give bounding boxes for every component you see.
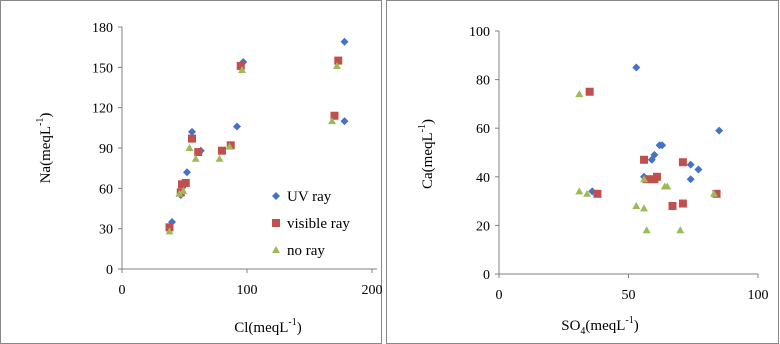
y-tick-label: 0 [483,268,490,283]
point-visible-ray [712,189,721,198]
left-y-axis-label: Na(meqL-1) [35,113,54,184]
point-visible-ray [593,189,602,198]
point-no-ray [215,154,224,162]
point-uv-ray [188,127,196,136]
y-tick-label: 100 [469,25,490,40]
point-no-ray [328,117,336,125]
legend-label-no-ray: no ray [287,243,325,259]
point-visible-ray [678,158,687,167]
point-visible-ray [642,175,651,184]
point-visible-ray [236,61,245,70]
point-visible-ray [678,199,687,208]
right-points [575,63,724,234]
y-tick-label: 150 [92,61,113,76]
legend-marker-uv-ray [272,192,280,200]
left-panel-frame [0,0,382,344]
left-x-ticks: 0 100 200 [119,269,383,298]
right-x-ticks: 0 50 100 [496,274,769,303]
legend: UV ray visible ray no ray [272,189,350,259]
right-chart: 0 20 40 60 80 100 0 50 100 SO4(meqL-1) Ca(meqL-… [417,25,769,337]
point-no-ray [179,187,188,195]
y-tick-label: 90 [99,142,113,157]
point-no-ray [709,189,718,197]
y-tick-label: 20 [476,219,490,234]
point-no-ray [663,182,672,190]
point-uv-ray [686,160,695,169]
point-uv-ray [340,117,349,126]
point-uv-ray [183,168,191,177]
point-uv-ray [647,155,656,164]
point-no-ray [575,187,584,195]
point-no-ray [225,142,234,150]
y-tick-label: 60 [476,122,490,137]
point-no-ray [632,201,641,209]
x-tick-label: 200 [362,283,383,298]
point-visible-ray [218,146,226,155]
point-uv-ray [239,57,248,66]
left-y-ticks: 0 30 60 90 120 150 180 [92,21,122,278]
point-uv-ray [632,63,641,72]
point-visible-ray [165,223,174,232]
y-tick-label: 0 [106,263,113,278]
y-tick-label: 180 [92,21,113,36]
x-tick-label: 100 [237,283,258,298]
left-points [165,37,349,235]
point-no-ray [238,66,246,74]
point-no-ray [640,204,649,212]
y-tick-label: 60 [99,182,113,197]
point-no-ray [333,61,341,69]
point-visible-ray [640,155,649,164]
right-panel-frame [386,0,779,344]
point-uv-ray [233,122,241,131]
point-no-ray [191,154,200,162]
right-x-axis-label: SO4(meqL-1) [561,315,639,337]
legend-label-visible-ray: visible ray [287,216,350,232]
point-visible-ray [585,87,594,96]
y-tick-label: 80 [476,74,490,89]
point-no-ray [575,90,584,98]
point-uv-ray [686,175,695,184]
y-tick-label: 120 [92,102,113,117]
legend-item-visible-ray: visible ray [272,216,350,232]
point-visible-ray [188,134,196,143]
left-x-axis-label: Cl(meqL-1) [234,317,302,336]
legend-marker-no-ray [272,246,280,253]
point-visible-ray [334,56,343,65]
legend-label-uv-ray: UV ray [287,189,332,205]
point-visible-ray [330,111,339,120]
left-chart: 0 30 60 90 120 150 180 0 100 200 Cl(meqL-1) Na(m… [35,21,383,336]
point-visible-ray [668,201,677,210]
point-uv-ray [658,141,667,150]
point-uv-ray [715,126,724,135]
point-visible-ray [181,178,190,187]
point-no-ray [640,175,649,183]
point-no-ray [642,226,651,234]
point-no-ray [175,189,184,197]
x-tick-label: 50 [622,288,636,303]
legend-item-uv-ray: UV ray [272,189,332,205]
point-uv-ray [340,37,349,46]
legend-item-no-ray: no ray [272,243,325,259]
x-tick-label: 0 [496,288,503,303]
point-visible-ray [194,148,203,157]
legend-marker-visible-ray [272,219,280,227]
y-tick-label: 30 [99,223,113,238]
point-visible-ray [652,172,661,181]
x-tick-label: 0 [119,283,126,298]
x-tick-label: 100 [748,288,769,303]
y-tick-label: 40 [476,171,490,186]
point-no-ray [185,144,194,151]
point-no-ray [676,226,685,234]
point-uv-ray [694,165,703,174]
point-no-ray [583,189,592,197]
point-no-ray [165,227,174,235]
right-y-ticks: 0 20 40 60 80 100 [469,25,499,283]
right-y-axis-label: Ca(meqL-1) [417,119,436,189]
